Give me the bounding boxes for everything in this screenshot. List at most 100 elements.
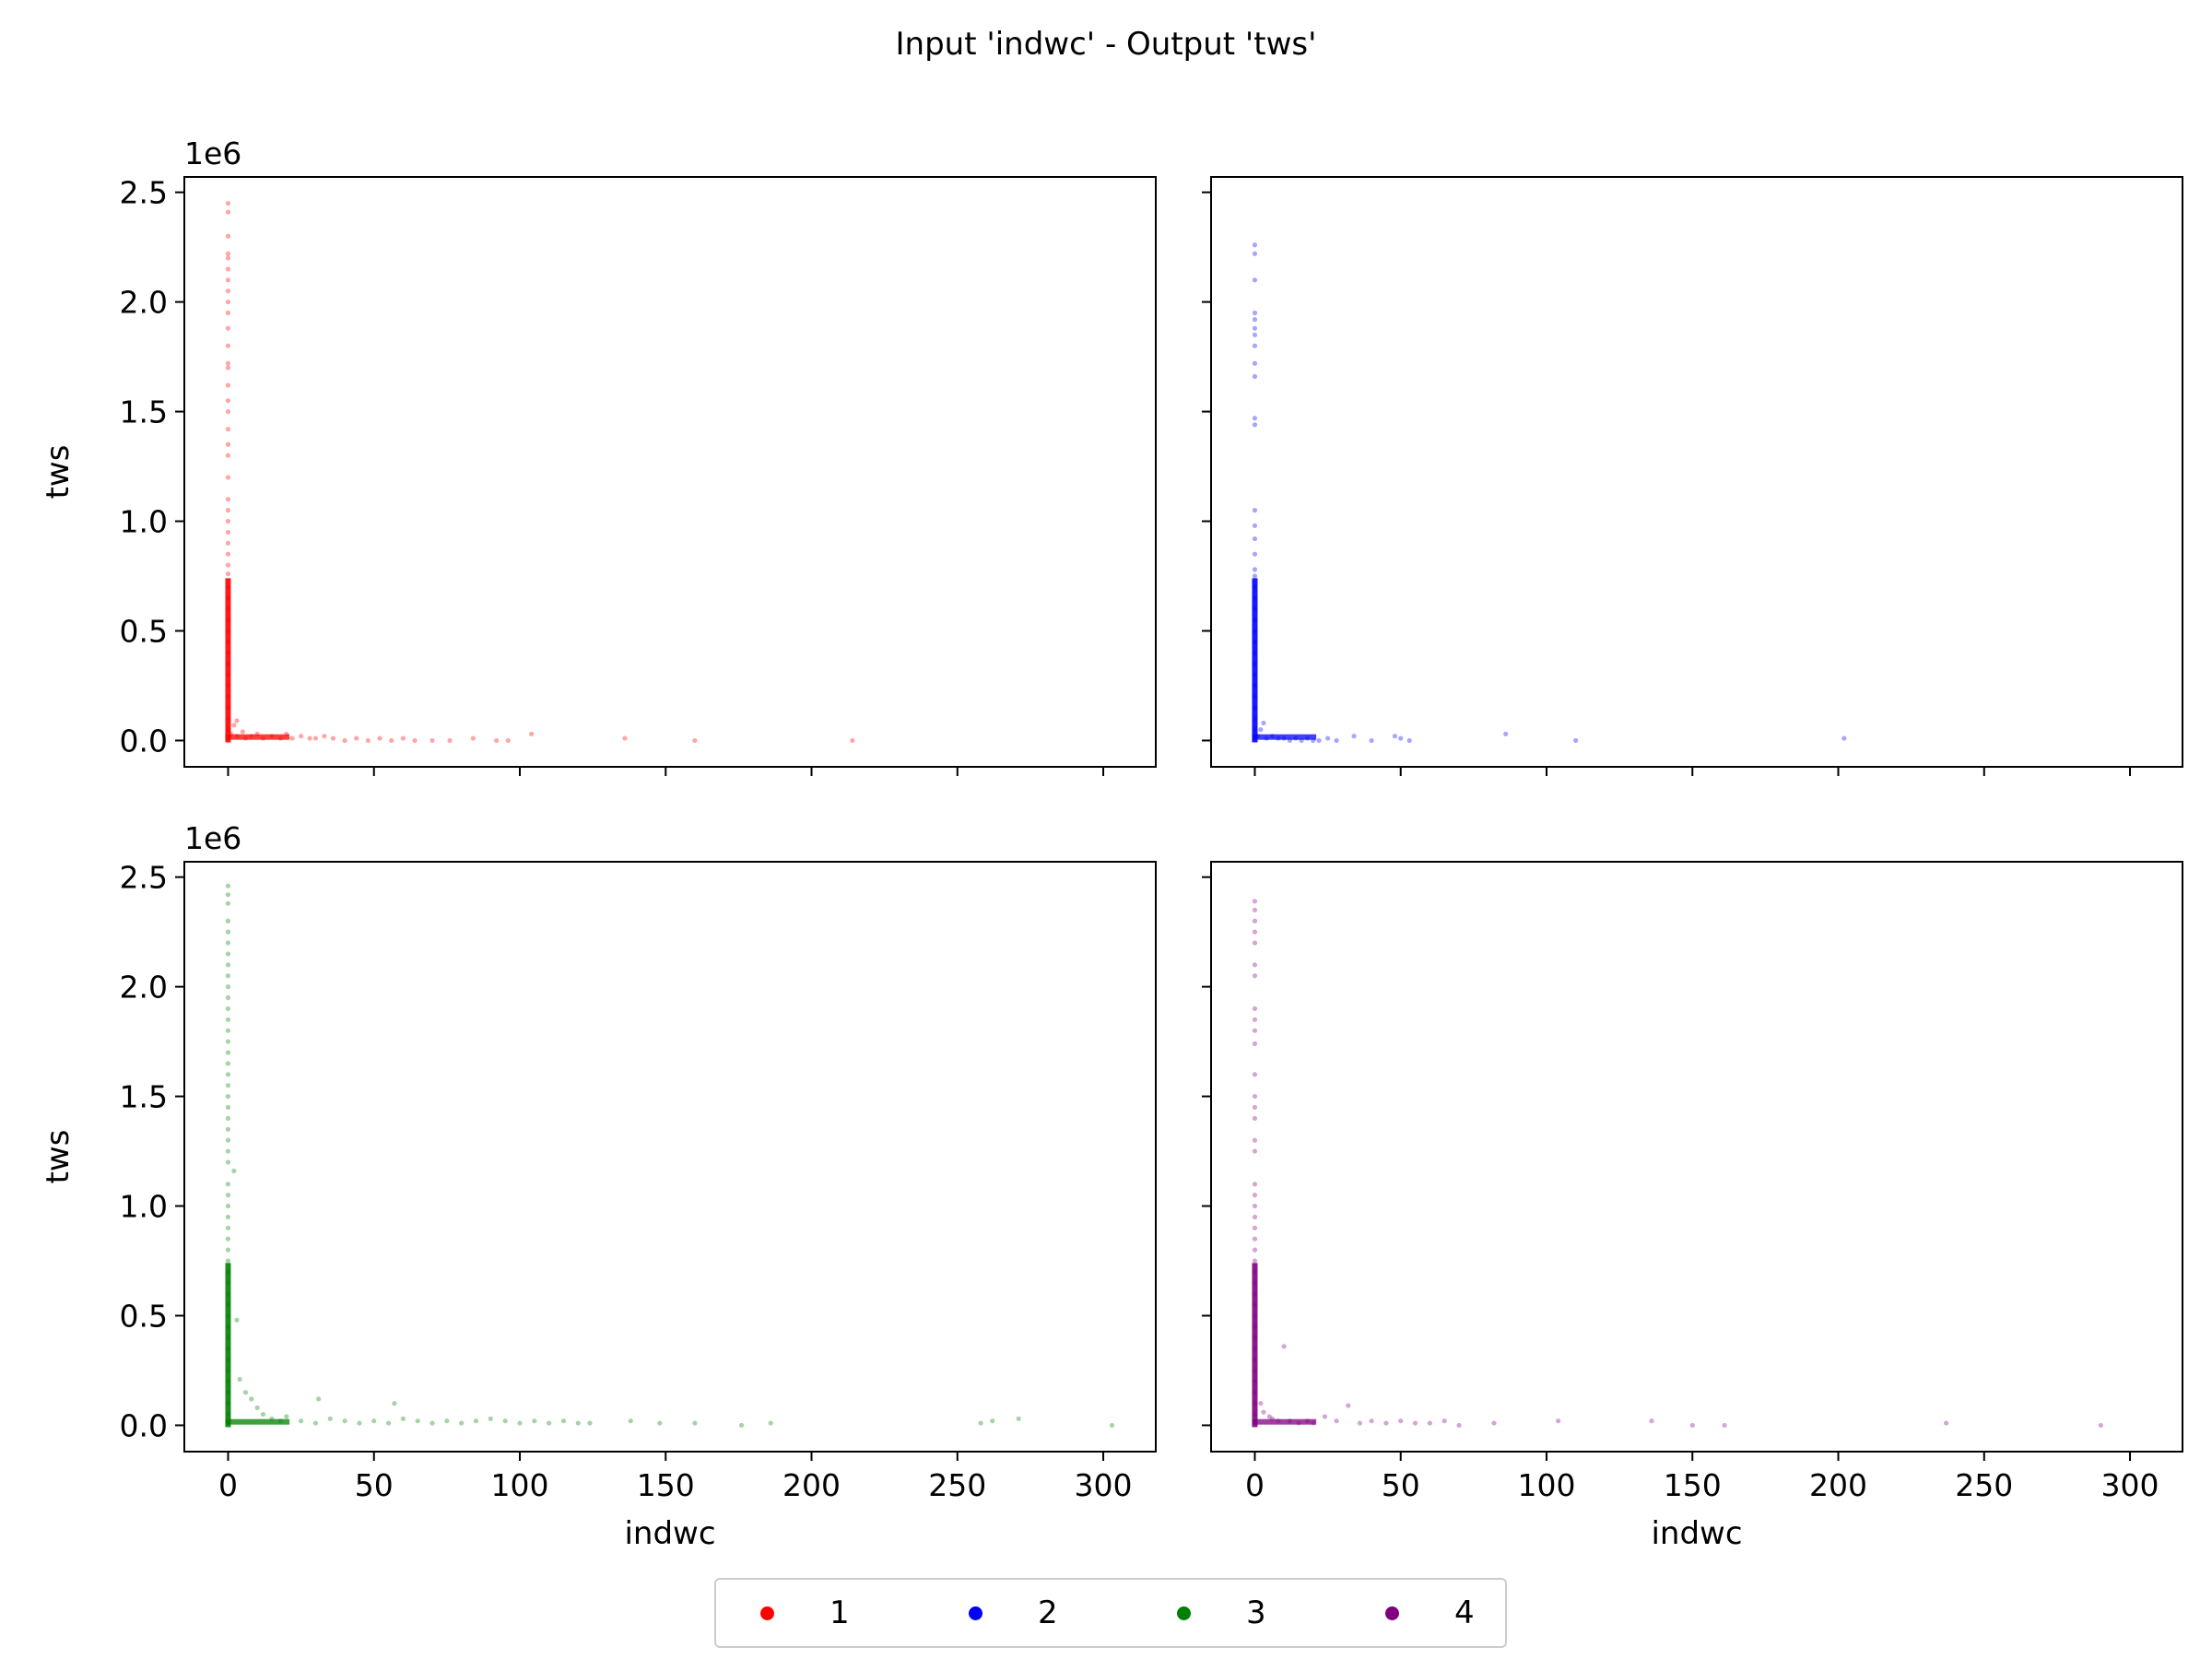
x-tick-label: 50 bbox=[1382, 1467, 1420, 1503]
x-tick-label: 100 bbox=[490, 1467, 548, 1503]
data-point bbox=[315, 1396, 322, 1402]
data-point bbox=[225, 529, 231, 535]
data-point bbox=[1252, 962, 1258, 968]
data-point bbox=[1252, 251, 1258, 256]
data-point bbox=[1334, 737, 1339, 744]
data-point bbox=[1252, 310, 1258, 316]
data-point bbox=[225, 209, 231, 215]
legend-label: 4 bbox=[1454, 1594, 1475, 1631]
x-tick-label: 0 bbox=[218, 1467, 238, 1503]
data-point bbox=[1252, 1225, 1258, 1230]
y-tick-label: 2.0 bbox=[120, 970, 168, 1006]
data-point bbox=[1252, 343, 1258, 348]
data-point bbox=[342, 1418, 347, 1424]
data-point bbox=[1252, 1214, 1258, 1220]
data-point bbox=[225, 1247, 231, 1253]
data-point bbox=[1252, 907, 1258, 912]
data-point bbox=[1316, 737, 1322, 744]
dense-cluster-horizontal bbox=[225, 734, 290, 740]
data-point bbox=[459, 1420, 465, 1426]
data-point bbox=[225, 497, 231, 502]
axes-frame bbox=[1210, 861, 2183, 1453]
data-point bbox=[990, 1418, 995, 1424]
x-tick-label: 250 bbox=[928, 1467, 986, 1503]
data-point bbox=[1252, 918, 1258, 924]
data-point bbox=[1252, 940, 1258, 946]
data-point bbox=[1252, 1072, 1258, 1077]
data-point bbox=[529, 731, 535, 736]
data-point bbox=[1252, 1148, 1258, 1154]
data-point bbox=[225, 994, 231, 1001]
legend-item-3: 3 bbox=[1177, 1580, 1266, 1646]
axes-frame bbox=[183, 861, 1157, 1453]
data-point bbox=[1252, 373, 1258, 380]
data-point bbox=[429, 737, 435, 744]
data-point bbox=[1944, 1420, 1949, 1426]
data-point bbox=[254, 1405, 260, 1411]
data-point bbox=[249, 1396, 254, 1402]
series-2 bbox=[1252, 242, 1847, 744]
data-point bbox=[429, 1420, 435, 1426]
data-point bbox=[1722, 1422, 1727, 1429]
data-point bbox=[517, 1420, 523, 1426]
data-point bbox=[400, 735, 406, 741]
data-point bbox=[1016, 1416, 1021, 1421]
data-point bbox=[225, 266, 231, 272]
series-3 bbox=[225, 883, 1115, 1429]
data-point bbox=[225, 1072, 231, 1077]
data-point bbox=[327, 1416, 333, 1421]
data-point bbox=[225, 251, 231, 256]
data-point bbox=[1252, 360, 1258, 366]
x-axis-label: indwc bbox=[1651, 1515, 1742, 1552]
y-offset-label: 1e6 bbox=[184, 135, 241, 171]
x-tick-label: 200 bbox=[1809, 1467, 1867, 1503]
data-point bbox=[225, 1028, 231, 1033]
y-tick-label: 2.0 bbox=[120, 285, 168, 321]
data-point bbox=[225, 1148, 231, 1154]
data-point bbox=[312, 1420, 319, 1426]
data-point bbox=[1252, 1137, 1258, 1143]
data-point bbox=[1412, 1420, 1418, 1426]
legend-marker bbox=[760, 1606, 774, 1620]
data-point bbox=[354, 735, 359, 741]
y-tick-label: 0.5 bbox=[120, 1298, 168, 1334]
y-tick-label: 2.5 bbox=[120, 175, 168, 211]
data-point bbox=[225, 1093, 231, 1100]
data-point bbox=[225, 408, 231, 415]
data-point bbox=[978, 1420, 983, 1426]
data-point bbox=[225, 1104, 231, 1111]
data-point bbox=[307, 735, 312, 741]
data-point bbox=[225, 382, 231, 388]
data-point bbox=[312, 735, 319, 741]
data-point bbox=[502, 1418, 508, 1424]
data-point bbox=[1252, 416, 1258, 421]
data-point bbox=[225, 962, 231, 968]
data-point bbox=[1427, 1420, 1432, 1426]
y-tick-label: 1.5 bbox=[120, 1079, 168, 1115]
data-point bbox=[532, 1418, 537, 1424]
data-point bbox=[1252, 1247, 1258, 1253]
data-point bbox=[1351, 734, 1357, 739]
data-point bbox=[1266, 1414, 1272, 1419]
data-point bbox=[322, 734, 327, 739]
data-point bbox=[1252, 1017, 1258, 1022]
data-point bbox=[385, 1420, 392, 1426]
chart-title: Input 'indwc' - Output 'tws' bbox=[895, 26, 1317, 63]
data-point bbox=[225, 540, 231, 546]
data-point bbox=[1649, 1418, 1654, 1424]
data-point bbox=[473, 1418, 479, 1424]
data-point bbox=[1252, 535, 1258, 542]
data-point bbox=[470, 735, 476, 741]
data-point bbox=[1252, 1041, 1258, 1047]
data-point bbox=[231, 723, 237, 728]
data-point bbox=[628, 1418, 633, 1424]
data-point bbox=[225, 427, 231, 432]
dense-cluster-vertical bbox=[1252, 1263, 1258, 1428]
legend-label: 3 bbox=[1246, 1594, 1266, 1631]
data-point bbox=[1252, 573, 1258, 579]
data-point bbox=[2098, 1422, 2103, 1429]
y-tick-label: 1.0 bbox=[120, 504, 168, 540]
data-point bbox=[225, 360, 231, 366]
